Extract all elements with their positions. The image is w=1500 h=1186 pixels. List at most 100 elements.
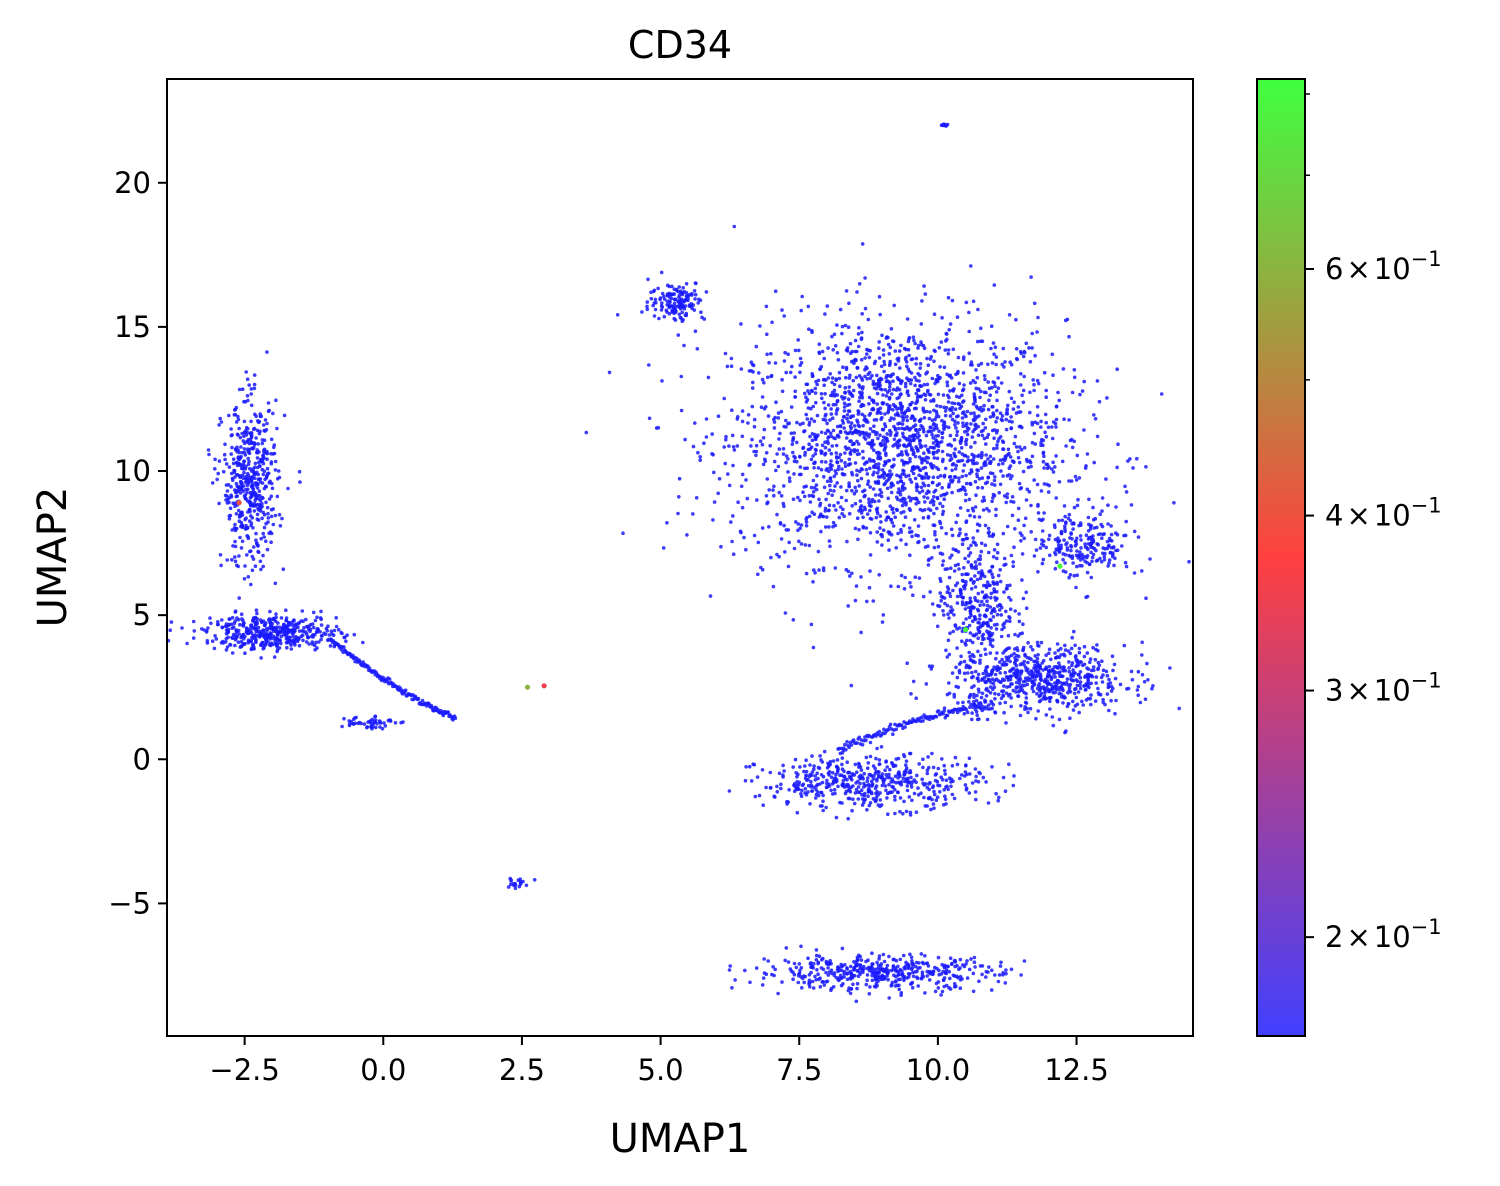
scatter-point (818, 367, 822, 372)
scatter-point (886, 515, 890, 519)
scatter-point (952, 451, 956, 456)
scatter-point (873, 359, 878, 364)
scatter-point (914, 427, 918, 432)
scatter-point (923, 444, 928, 448)
scatter-point (1037, 682, 1042, 686)
scatter-point (849, 421, 854, 425)
scatter-point (960, 639, 964, 643)
scatter-point (864, 755, 869, 760)
scatter-point (901, 468, 905, 473)
scatter-point (990, 677, 995, 681)
scatter-point (749, 360, 754, 365)
scatter-point (816, 961, 820, 966)
scatter-point (837, 376, 842, 381)
scatter-point (983, 647, 987, 652)
scatter-point (784, 418, 788, 423)
scatter-point (213, 467, 217, 471)
scatter-point (902, 523, 906, 528)
scatter-point (826, 764, 831, 768)
scatter-point (823, 452, 827, 457)
scatter-point (976, 649, 980, 654)
scatter-point (830, 792, 835, 796)
scatter-point (1018, 677, 1023, 681)
scatter-point (1040, 538, 1044, 542)
scatter-point (250, 477, 254, 481)
scatter-point (860, 797, 865, 801)
scatter-point (835, 758, 840, 762)
scatter-point (826, 346, 830, 350)
scatter-point (892, 437, 897, 442)
scatter-point (858, 776, 863, 781)
scatter-point (916, 343, 921, 348)
scatter-point (869, 442, 873, 447)
scatter-point (940, 316, 944, 320)
scatter-point (830, 380, 834, 385)
scatter-point (833, 344, 838, 348)
scatter-point (967, 791, 972, 795)
scatter-point (915, 488, 919, 493)
scatter-point (977, 523, 982, 528)
scatter-point (1063, 695, 1067, 700)
scatter-point (817, 342, 822, 347)
scatter-point (866, 958, 870, 962)
scatter-point (1004, 968, 1008, 972)
scatter-point (669, 296, 674, 301)
scatter-point (910, 798, 914, 803)
scatter-point (216, 471, 220, 476)
scatter-point (992, 623, 997, 627)
scatter-point (837, 455, 841, 460)
scatter-point (968, 638, 972, 643)
scatter-point (676, 511, 680, 516)
scatter-point (942, 421, 947, 426)
scatter-point (979, 389, 983, 394)
scatter-point (865, 366, 869, 371)
scatter-point (298, 480, 302, 484)
scatter-point (1005, 586, 1009, 591)
scatter-point (863, 276, 867, 280)
scatter-point (915, 465, 919, 469)
scatter-point (226, 483, 231, 487)
scatter-point (750, 437, 754, 442)
scatter-point (784, 460, 788, 465)
scatter-point (911, 424, 916, 429)
scatter-point (227, 517, 232, 521)
scatter-point (1071, 674, 1076, 678)
scatter-point (1007, 419, 1012, 424)
scatter-point (823, 414, 827, 418)
scatter-point (843, 445, 848, 449)
scatter-point (986, 475, 990, 480)
scatter-point (922, 451, 926, 456)
scatter-point (850, 488, 854, 493)
scatter-point (1085, 651, 1090, 655)
scatter-point (964, 665, 968, 670)
scatter-point (765, 375, 770, 380)
scatter-point (904, 347, 908, 352)
scatter-point (832, 474, 837, 479)
scatter-point (825, 979, 830, 984)
scatter-point (1105, 692, 1110, 696)
scatter-point (826, 403, 831, 407)
scatter-point (1078, 670, 1083, 674)
scatter-point (858, 966, 862, 971)
scatter-point (978, 395, 982, 400)
scatter-point (905, 414, 909, 419)
scatter-point (943, 348, 948, 352)
scatter-point (1022, 523, 1026, 528)
scatter-point (978, 613, 982, 617)
scatter-point (1080, 699, 1084, 704)
scatter-point (1002, 684, 1006, 688)
scatter-point (865, 808, 869, 812)
scatter-point (971, 540, 976, 544)
scatter-point (739, 484, 744, 489)
scatter-point (265, 451, 270, 456)
scatter-point (1021, 400, 1026, 405)
scatter-point (922, 495, 926, 499)
scatter-point (1113, 676, 1118, 681)
scatter-point (1041, 451, 1046, 456)
scatter-point (206, 448, 211, 452)
scatter-point (731, 445, 736, 449)
scatter-point (995, 443, 999, 447)
scatter-point (931, 451, 936, 455)
scatter-point (816, 549, 821, 554)
scatter-point (824, 497, 828, 502)
